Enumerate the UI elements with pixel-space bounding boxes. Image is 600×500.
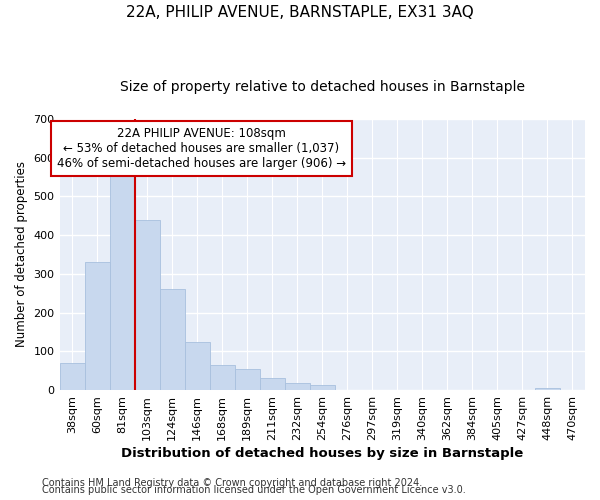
Bar <box>160 290 185 390</box>
Bar <box>59 363 85 390</box>
Bar <box>209 365 235 390</box>
Bar <box>235 369 260 390</box>
Bar <box>85 262 110 390</box>
Bar <box>535 388 560 390</box>
Bar <box>185 342 209 390</box>
X-axis label: Distribution of detached houses by size in Barnstaple: Distribution of detached houses by size … <box>121 447 523 460</box>
Text: 22A, PHILIP AVENUE, BARNSTAPLE, EX31 3AQ: 22A, PHILIP AVENUE, BARNSTAPLE, EX31 3AQ <box>126 5 474 20</box>
Bar <box>285 384 310 390</box>
Bar <box>134 220 160 390</box>
Bar <box>310 385 335 390</box>
Title: Size of property relative to detached houses in Barnstaple: Size of property relative to detached ho… <box>120 80 525 94</box>
Bar <box>260 378 285 390</box>
Bar <box>110 173 134 390</box>
Y-axis label: Number of detached properties: Number of detached properties <box>15 162 28 348</box>
Text: 22A PHILIP AVENUE: 108sqm
← 53% of detached houses are smaller (1,037)
46% of se: 22A PHILIP AVENUE: 108sqm ← 53% of detac… <box>57 127 346 170</box>
Text: Contains HM Land Registry data © Crown copyright and database right 2024.: Contains HM Land Registry data © Crown c… <box>42 478 422 488</box>
Text: Contains public sector information licensed under the Open Government Licence v3: Contains public sector information licen… <box>42 485 466 495</box>
